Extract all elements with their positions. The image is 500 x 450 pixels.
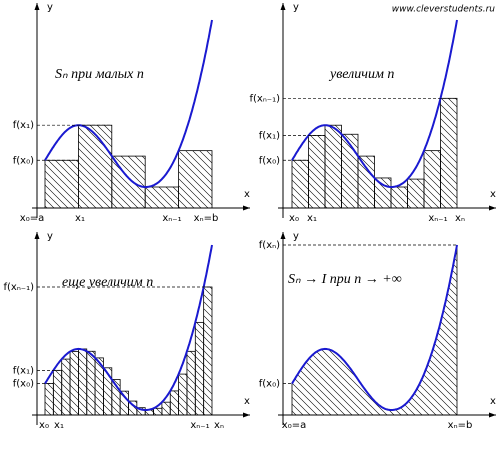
rectangle — [291, 159, 309, 209]
y-label: f(xₙ₋₁) — [249, 93, 280, 104]
caption: увеличим n — [328, 67, 394, 82]
rectangle — [169, 390, 179, 416]
rectangle — [61, 358, 71, 416]
x-axis-label: x — [490, 189, 496, 200]
rectangle — [324, 124, 342, 209]
rectangle — [178, 373, 188, 416]
rectangle — [440, 97, 458, 209]
rectangle — [308, 135, 326, 209]
y-axis-label: y — [47, 2, 53, 13]
x-label: xₙ — [214, 420, 224, 431]
x-label: x₀ — [289, 213, 299, 224]
y-label: f(xₙ) — [259, 240, 280, 251]
x-label: xₙ₋₁ — [190, 420, 209, 431]
rectangle — [390, 186, 408, 209]
rectangle — [374, 177, 392, 209]
rectangle — [144, 186, 179, 209]
rectangle — [186, 350, 196, 416]
rectangle — [194, 321, 205, 416]
rectangle — [357, 155, 375, 209]
curve — [291, 19, 458, 188]
rectangle — [407, 178, 425, 209]
rectangle — [203, 286, 213, 416]
caption: Sₙ при малых n — [55, 67, 144, 82]
y-label: f(x₀) — [13, 379, 34, 390]
rectangle — [52, 369, 63, 416]
x-axis-label: x — [244, 189, 250, 200]
caption: Sₙ → I при n → +∞ — [288, 272, 402, 287]
caption: еще увеличим n — [62, 275, 153, 290]
x-label: xₙ₋₁ — [162, 213, 181, 224]
x-label: x₀=a — [20, 213, 44, 224]
rectangle — [423, 150, 441, 209]
area — [291, 244, 458, 416]
x-axis-label: x — [244, 396, 250, 407]
y-label: f(x₀) — [13, 155, 34, 166]
y-label: f(x₀) — [259, 379, 280, 390]
y-label: f(x₁) — [259, 130, 280, 141]
rectangle — [44, 383, 54, 416]
rectangle — [78, 124, 113, 209]
rectangle — [178, 150, 213, 209]
y-axis-label: y — [293, 2, 299, 13]
x-label: x₁ — [307, 213, 317, 224]
x-axis-label: x — [490, 396, 496, 407]
curve — [44, 19, 213, 188]
y-axis-label: y — [47, 231, 53, 242]
rectangle — [69, 351, 79, 416]
curve — [44, 244, 213, 411]
x-label: xₙ — [455, 213, 465, 224]
curve — [291, 244, 458, 411]
x-label: xₙ=b — [194, 213, 219, 224]
y-label: f(x₁) — [13, 365, 34, 376]
x-label: xₙ=b — [448, 420, 473, 431]
y-axis-label: y — [293, 231, 299, 242]
x-label: x₁ — [54, 420, 64, 431]
y-label: f(xₙ₋₁) — [3, 282, 34, 293]
x-label: x₁ — [75, 213, 85, 224]
x-label: xₙ₋₁ — [428, 213, 447, 224]
watermark: www.cleverstudents.ru — [392, 5, 496, 15]
rectangle — [78, 348, 88, 416]
rectangle — [44, 159, 79, 209]
rectangle — [153, 407, 163, 416]
rectangle — [119, 390, 129, 416]
y-label: f(x₀) — [259, 155, 280, 166]
x-label: x₀ — [39, 420, 49, 431]
x-label: x₀=a — [282, 420, 306, 431]
y-label: f(x₁) — [13, 120, 34, 131]
rectangle — [161, 401, 171, 416]
rectangle — [86, 350, 96, 416]
